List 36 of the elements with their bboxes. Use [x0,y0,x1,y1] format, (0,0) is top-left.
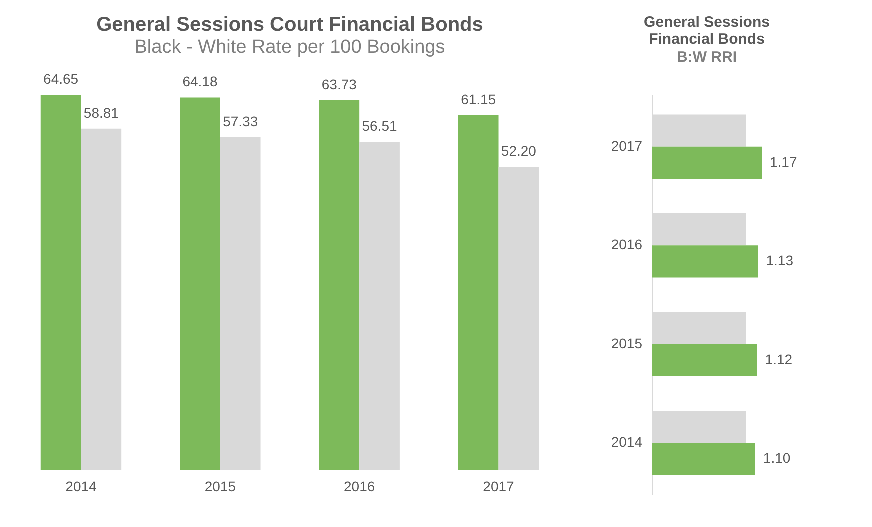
data-label: 57.33 [223,113,258,130]
chart-title: General Sessions Court Financial Bonds [96,14,484,36]
data-label: 63.73 [322,76,358,92]
chart-subtitle: Black - White Rate per 100 Bookings [134,37,446,58]
y-tick-label: 2015 [611,335,643,352]
bar [81,128,122,470]
bar [652,246,758,278]
y-tick-label: 2017 [611,138,643,154]
data-label: 64.65 [44,71,79,87]
bar [319,100,360,470]
bar [220,137,261,470]
data-label: 61.15 [461,91,496,108]
chart-title: General Sessions Financial Bonds [644,14,770,48]
y-tick-label: 2016 [611,236,643,253]
data-label: 58.81 [84,104,120,121]
y-tick-label: 2014 [611,434,643,450]
data-label: 52.20 [501,143,537,160]
bar [360,142,400,470]
bar [652,344,758,376]
bar [40,95,82,470]
x-tick-label: 2016 [344,478,376,494]
data-label: 56.51 [362,118,398,134]
bar [498,167,540,470]
data-label: 1.10 [763,450,791,466]
bar [652,146,762,179]
chart-subtitle: B:W RRI [677,49,737,66]
x-tick-label: 2015 [204,478,236,494]
bar [180,98,220,470]
data-label: 1.17 [770,154,798,170]
x-tick-label: 2014 [66,478,98,494]
data-label: 1.12 [765,351,793,368]
bar [458,115,499,470]
x-tick-label: 2017 [483,478,515,494]
data-label: 64.18 [182,74,218,90]
bar [652,443,756,476]
data-label: 1.13 [766,252,794,269]
